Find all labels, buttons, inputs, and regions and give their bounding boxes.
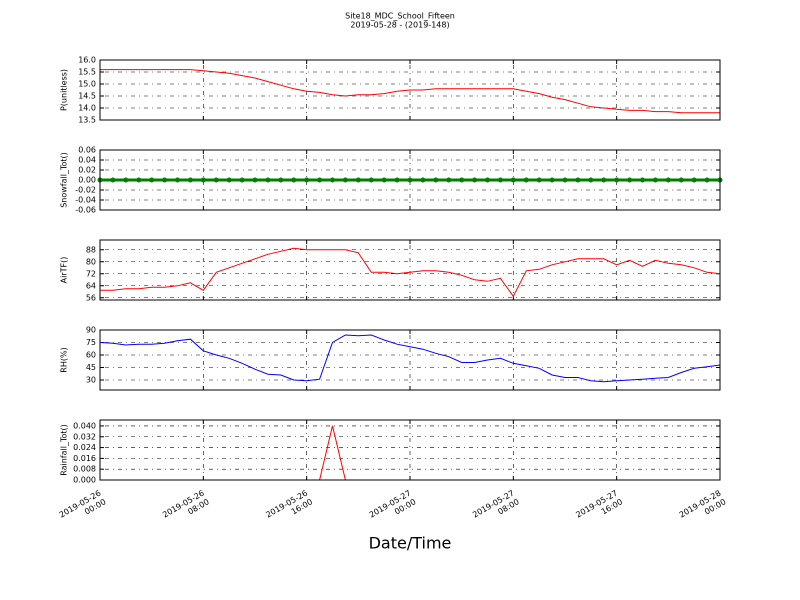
data-line xyxy=(100,247,721,298)
y-tick-label: 64 xyxy=(86,281,96,290)
data-point xyxy=(536,177,542,183)
y-axis-label: AirTF() xyxy=(60,257,69,284)
data-point xyxy=(627,177,633,183)
data-point xyxy=(162,177,168,183)
plot-frame xyxy=(99,149,721,211)
y-tick-label: 0.016 xyxy=(73,454,96,463)
y-axis-label: Snowfall_Tot() xyxy=(60,152,69,208)
data-point xyxy=(485,177,490,183)
y-axis-label: P(unitless) xyxy=(60,69,69,111)
data-point xyxy=(407,177,413,183)
data-point xyxy=(575,177,581,183)
data-point xyxy=(472,177,478,183)
data-point xyxy=(381,177,387,183)
title: Site18_MDC_School_Fifteen xyxy=(345,12,455,21)
y-tick-label: 15.5 xyxy=(78,68,96,77)
y-tick-label: -0.02 xyxy=(75,186,96,195)
y-tick-label: 0.04 xyxy=(78,156,96,165)
plot-frame xyxy=(99,419,721,481)
data-point xyxy=(588,177,594,183)
data-point xyxy=(123,177,129,183)
y-axis-label: Rainfall_Tot() xyxy=(60,424,69,476)
data-point xyxy=(459,177,465,183)
data-point xyxy=(420,177,426,183)
data-point xyxy=(601,177,607,183)
plot-frame xyxy=(99,329,721,391)
data-point xyxy=(330,177,335,183)
data-point xyxy=(317,177,323,183)
data-point xyxy=(149,177,155,183)
y-tick-label: 13.5 xyxy=(78,116,96,125)
data-point xyxy=(640,177,645,183)
data-point xyxy=(342,177,348,183)
y-tick-label: 80 xyxy=(86,257,96,266)
y-tick-label: 0.040 xyxy=(73,421,96,430)
data-point xyxy=(523,177,529,183)
y-tick-label: 88 xyxy=(86,245,96,254)
data-point xyxy=(239,177,245,183)
data-point xyxy=(433,177,439,183)
y-tick-label: 14.5 xyxy=(78,92,96,101)
data-point xyxy=(187,177,193,183)
y-tick-label: 45 xyxy=(86,363,96,372)
data-line xyxy=(99,334,721,383)
subtitle: 2019-05-28 - (2019-148) xyxy=(350,21,449,30)
data-point xyxy=(213,177,219,183)
x-axis-label: Date/Time xyxy=(369,534,452,553)
y-tick-label: 0.02 xyxy=(78,166,96,175)
data-point xyxy=(704,177,710,183)
data-point xyxy=(652,177,658,183)
data-point xyxy=(291,177,297,183)
data-point xyxy=(665,177,671,183)
plot-frame xyxy=(99,59,721,121)
data-point xyxy=(278,177,284,183)
y-tick-label: -0.06 xyxy=(75,206,96,215)
data-point xyxy=(497,177,503,183)
data-point xyxy=(510,177,516,183)
data-point xyxy=(252,177,258,183)
y-tick-label: 15.0 xyxy=(78,80,96,89)
y-tick-label: 16.0 xyxy=(78,56,96,65)
data-point xyxy=(200,177,206,183)
y-tick-label: 0.00 xyxy=(78,176,96,185)
y-tick-label: 30 xyxy=(86,376,96,385)
data-point xyxy=(304,177,310,183)
data-point xyxy=(678,177,684,183)
y-axis-label: RH(%) xyxy=(60,347,69,372)
y-tick-label: 0.06 xyxy=(78,146,96,155)
data-point xyxy=(614,177,620,183)
y-tick-label: 0.008 xyxy=(73,465,96,474)
y-tick-label: 14.0 xyxy=(78,104,96,113)
data-point xyxy=(265,177,271,183)
data-point xyxy=(226,177,232,183)
data-point xyxy=(394,177,400,183)
data-point xyxy=(691,177,697,183)
y-tick-label: 60 xyxy=(86,351,96,360)
data-point xyxy=(368,177,374,183)
data-point xyxy=(446,177,452,183)
y-tick-label: 75 xyxy=(86,338,96,347)
data-point xyxy=(355,177,361,183)
y-tick-label: 56 xyxy=(86,293,96,302)
data-line xyxy=(100,69,720,114)
y-tick-label: 0.000 xyxy=(73,476,96,485)
y-tick-label: 0.024 xyxy=(73,443,96,452)
data-point xyxy=(562,177,568,183)
plot-frame xyxy=(99,239,721,301)
data-point xyxy=(136,177,142,183)
data-point xyxy=(175,177,180,183)
y-tick-label: -0.04 xyxy=(75,196,96,205)
y-tick-label: 0.032 xyxy=(73,432,96,441)
data-point xyxy=(110,177,116,183)
y-tick-label: 72 xyxy=(86,269,96,278)
data-point xyxy=(549,177,555,183)
y-tick-label: 90 xyxy=(86,326,96,335)
